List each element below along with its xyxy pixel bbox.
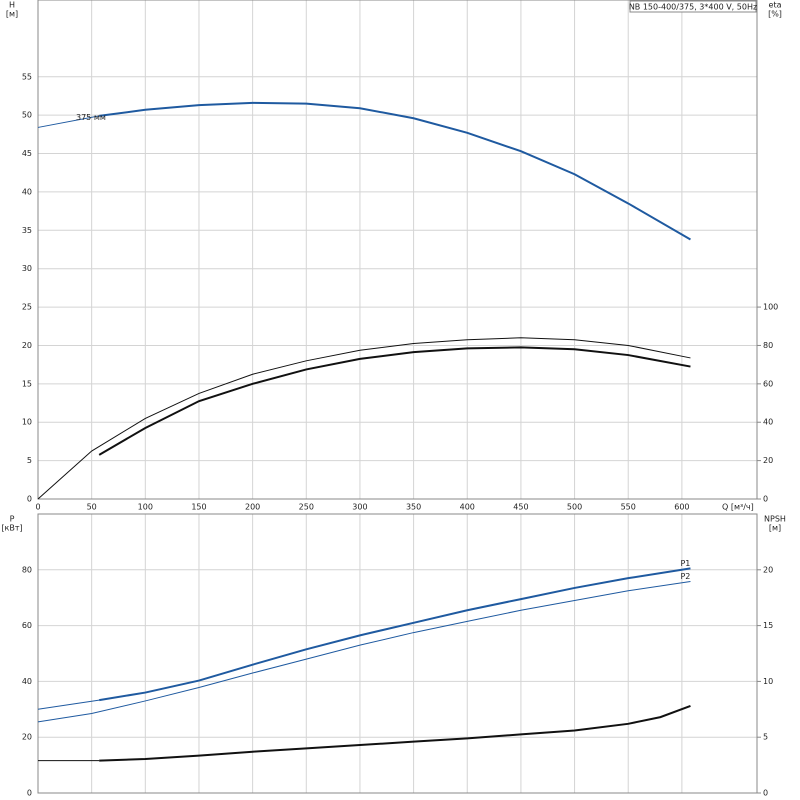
y2-tick-label: 0 <box>763 789 768 798</box>
x-tick-label: 100 <box>138 503 153 512</box>
curve <box>99 705 691 762</box>
y2-tick-label: 20 <box>763 456 773 465</box>
y-tick-label: 20 <box>22 733 32 742</box>
curve <box>99 567 691 702</box>
y2-axis-unit: [%] <box>768 10 782 19</box>
y-tick-label: 15 <box>22 379 32 388</box>
plot-frame <box>37 0 758 500</box>
x-tick-label: 250 <box>299 503 314 512</box>
x-tick-label: 0 <box>35 503 40 512</box>
y-tick-label: 40 <box>22 187 32 196</box>
series-label: P1 <box>680 559 690 568</box>
y2-tick-label: 60 <box>763 379 773 388</box>
annotation: 375 мм <box>76 113 106 122</box>
y-tick-label: 20 <box>22 341 32 350</box>
y2-tick-label: 100 <box>763 303 778 312</box>
series-label: P2 <box>680 572 690 581</box>
y-axis-label: P <box>10 515 15 524</box>
y-tick-label: 30 <box>22 264 32 273</box>
curve <box>99 101 691 241</box>
x-axis-label: Q [м³/ч] <box>722 503 754 512</box>
y-tick-label: 55 <box>22 72 32 81</box>
y2-tick-label: 40 <box>763 418 773 427</box>
y2-axis-label: eta <box>769 1 782 10</box>
chart-title: NB 150-400/375, 3*400 V, 50Hz <box>629 3 757 12</box>
y-tick-label: 25 <box>22 303 32 312</box>
y2-axis-label: NPSH <box>764 515 786 524</box>
y2-tick-label: 20 <box>763 565 773 574</box>
y2-tick-label: 15 <box>763 621 773 630</box>
x-tick-label: 350 <box>406 503 421 512</box>
y2-axis-unit: [м] <box>769 524 781 533</box>
y-tick-label: 10 <box>22 418 32 427</box>
y2-tick-label: 10 <box>763 677 773 686</box>
y-tick-label: 0 <box>27 495 32 504</box>
title-box <box>629 0 757 13</box>
x-tick-label: 450 <box>513 503 528 512</box>
x-tick-label: 50 <box>87 503 97 512</box>
y2-tick-label: 5 <box>763 733 768 742</box>
x-tick-label: 300 <box>352 503 367 512</box>
y-tick-label: 45 <box>22 149 32 158</box>
x-tick-label: 150 <box>191 503 206 512</box>
x-tick-label: 400 <box>460 503 475 512</box>
y-tick-label: 35 <box>22 226 32 235</box>
y-axis-unit: [кВт] <box>1 524 22 533</box>
curve <box>37 337 691 500</box>
y-tick-label: 80 <box>22 565 32 574</box>
x-tick-label: 200 <box>245 503 260 512</box>
x-tick-label: 500 <box>567 503 582 512</box>
x-tick-label: 600 <box>674 503 689 512</box>
y2-tick-label: 0 <box>763 495 768 504</box>
y-tick-label: 5 <box>27 456 32 465</box>
curve <box>98 346 691 456</box>
y-axis-unit: [м] <box>6 10 18 19</box>
y-tick-label: 0 <box>27 789 32 798</box>
y2-tick-label: 80 <box>763 341 773 350</box>
curve <box>37 115 100 128</box>
plot-frame <box>37 513 758 794</box>
curve <box>37 699 100 710</box>
x-tick-label: 550 <box>621 503 636 512</box>
curve <box>37 581 691 723</box>
y-tick-label: 60 <box>22 621 32 630</box>
y-tick-label: 40 <box>22 677 32 686</box>
y-axis-label: H <box>9 1 15 10</box>
y-tick-label: 50 <box>22 111 32 120</box>
